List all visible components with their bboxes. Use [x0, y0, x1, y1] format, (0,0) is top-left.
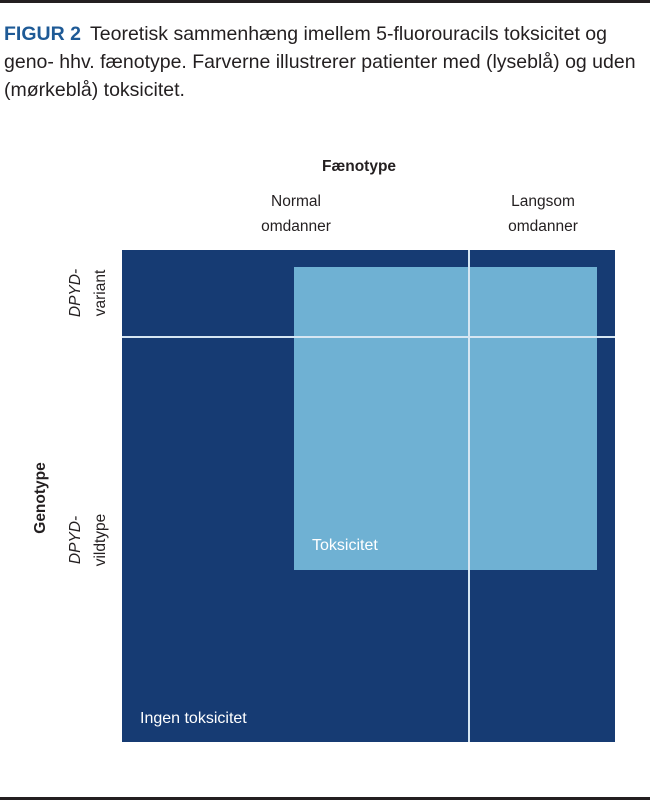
row-label-variant-gene: DPYD- — [67, 268, 84, 318]
row-divider — [122, 336, 615, 338]
genotype-phenotype-grid: Toksicitet Ingen toksicitet — [122, 250, 615, 742]
no-toxicity-label: Ingen toksicitet — [140, 710, 247, 727]
row-label-variant: DPYD- variant — [63, 269, 113, 317]
row-label-variant-sub: variant — [92, 269, 109, 317]
genotype-axis-title: Genotype — [32, 462, 49, 534]
figure-label: FIGUR 2 — [4, 23, 81, 45]
column-label-normal-line2: omdanner — [261, 218, 331, 235]
row-label-wildtype-gene: DPYD- — [67, 515, 84, 565]
column-label-slow-line2: omdanner — [508, 218, 578, 235]
top-rule — [0, 0, 650, 3]
row-label-wildtype-sub: vildtype — [92, 513, 109, 567]
column-divider — [468, 250, 470, 742]
toxicity-region — [294, 267, 597, 570]
toxicity-label: Toksicitet — [312, 537, 378, 554]
figure-caption-text: Teoretisk sammenhæng imellem 5-fluoroura… — [4, 23, 636, 101]
row-label-wildtype: DPYD- vildtype — [63, 514, 113, 567]
column-label-slow: Langsom omdanner — [468, 189, 618, 239]
column-label-normal-line1: Normal — [271, 193, 321, 210]
column-label-normal: Normal omdanner — [226, 189, 366, 239]
column-label-slow-line1: Langsom — [511, 193, 575, 210]
phenotype-axis-title: Fænotype — [322, 158, 397, 175]
bottom-rule — [0, 797, 650, 800]
figure-caption: FIGUR 2 Teoretisk sammenhæng imellem 5-f… — [4, 20, 644, 104]
